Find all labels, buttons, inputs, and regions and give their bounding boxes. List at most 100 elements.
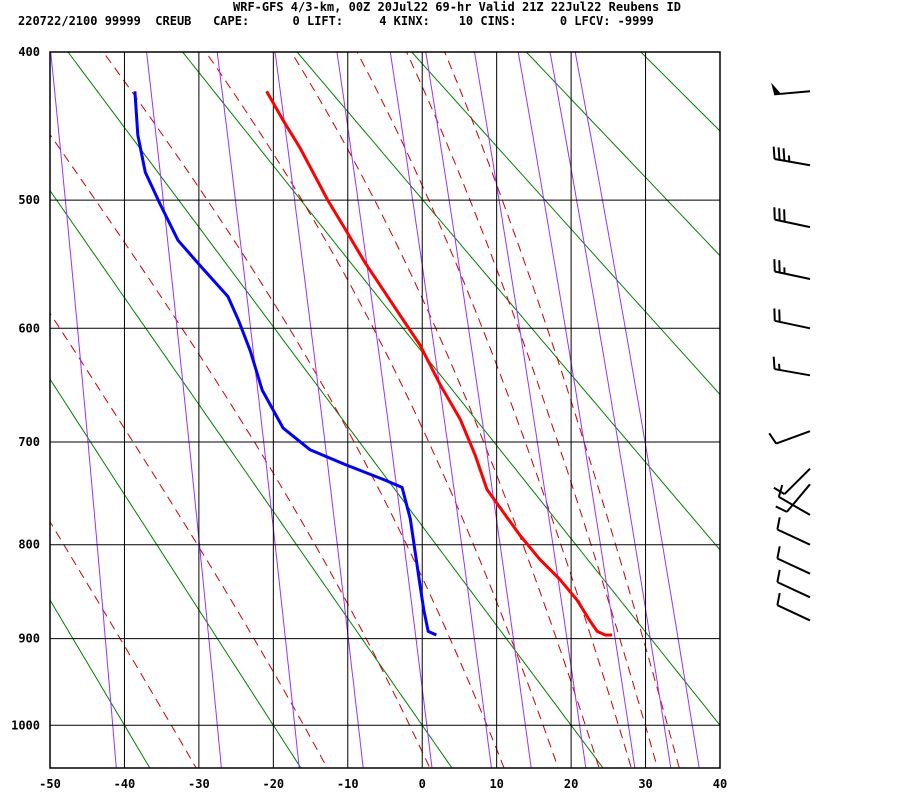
temperature-line — [265, 90, 613, 637]
moist-adiabat-line — [356, 52, 632, 768]
dry-adiabat-line — [0, 19, 2, 774]
moist-adiabat-line — [290, 52, 600, 768]
wind-barb — [776, 569, 811, 599]
barb-full — [782, 148, 786, 161]
y-tick-label: 1000 — [11, 718, 40, 732]
x-tick-label: 30 — [638, 777, 652, 791]
wind-barb — [773, 308, 811, 330]
dry-adiabat-line — [181, 52, 720, 727]
mixing-ratio-line — [473, 52, 587, 768]
background-lines — [0, 19, 900, 774]
barb-staff — [774, 368, 811, 377]
wind-barb — [777, 484, 811, 516]
barb-staff — [774, 319, 811, 330]
mixing-ratio-line — [146, 52, 222, 768]
moist-adiabat-line — [50, 520, 197, 768]
wind-barb — [771, 82, 811, 96]
profiles — [133, 90, 613, 637]
mixing-ratio-line — [336, 52, 433, 768]
x-tick-label: 10 — [489, 777, 503, 791]
barb-full — [776, 569, 781, 583]
chart-title: WRF-GFS 4/3-km, 00Z 20Jul22 69-hr Valid … — [233, 0, 681, 14]
x-tick-label: -50 — [39, 777, 61, 791]
barb-staff — [783, 467, 811, 495]
x-tick-label: -30 — [188, 777, 210, 791]
barb-full — [775, 505, 788, 513]
grid — [49, 51, 721, 768]
barb-staff — [774, 90, 811, 96]
x-tick-label: 0 — [419, 777, 426, 791]
y-tick-label: 800 — [18, 538, 40, 552]
dry-adiabat-line — [640, 52, 720, 132]
moist-adiabat-line — [50, 767, 51, 768]
barb-full — [772, 356, 776, 370]
barb-staff — [776, 557, 811, 575]
barb-full — [773, 486, 786, 495]
moist-adiabat-line — [405, 52, 659, 768]
barb-full — [768, 432, 777, 445]
barb-staff — [776, 528, 811, 546]
barb-staff — [774, 157, 811, 167]
barb-full — [777, 147, 781, 160]
moist-adiabat-line — [102, 52, 505, 768]
mixing-ratio-line — [425, 52, 532, 768]
barb-staff — [775, 430, 811, 445]
wind-barb — [776, 546, 811, 575]
wind-barb — [773, 467, 811, 495]
dry-adiabat-line — [296, 52, 720, 551]
barb-staff — [774, 270, 811, 280]
dry-adiabat-line — [525, 52, 720, 257]
barb-staff — [776, 581, 811, 599]
dewpoint-line — [133, 91, 438, 637]
mixing-ratio-line — [389, 52, 492, 768]
moist-adiabat-line — [444, 52, 680, 768]
barb-full — [772, 146, 776, 160]
sounding-stats: 220722/2100 99999 CREUB CAPE: 0 LIFT: 4 … — [18, 14, 654, 28]
barb-full — [776, 517, 781, 530]
x-tick-label: 40 — [713, 777, 727, 791]
moist-adiabat-line — [50, 133, 431, 768]
moist-adiabat-line — [205, 52, 559, 768]
barb-full — [776, 546, 781, 559]
barb-full — [777, 484, 784, 498]
x-tick-label: -20 — [262, 777, 284, 791]
y-tick-label: 500 — [18, 193, 40, 207]
tick-labels: -50 -40 -30 -20 -10 0 10 20 30 40 400 500 600 700 800 9… — [11, 45, 727, 791]
plot-frame — [49, 51, 721, 769]
wind-barb — [775, 483, 811, 513]
wind-barb — [772, 146, 811, 167]
wind-barb — [773, 207, 811, 229]
mixing-ratio-line — [50, 52, 117, 768]
x-tick-label: -40 — [114, 777, 136, 791]
wind-barb — [768, 430, 811, 445]
y-tick-label: 600 — [18, 321, 40, 335]
dry-adiabat-line — [50, 378, 302, 768]
barb-staff — [778, 496, 811, 516]
x-tick-label: 20 — [564, 777, 578, 791]
barb-staff — [774, 218, 811, 229]
y-tick-label: 700 — [18, 435, 40, 449]
mixing-ratio-line — [216, 52, 300, 768]
barb-staff — [776, 604, 811, 622]
wind-barb — [772, 356, 811, 377]
dry-adiabat-line — [50, 599, 151, 768]
dry-adiabat-line — [67, 52, 604, 768]
mixing-ratio-line — [517, 52, 636, 768]
barb-staff — [786, 483, 811, 513]
dry-adiabat-line — [50, 189, 453, 768]
mixing-ratio-line — [274, 52, 364, 768]
wind-barb — [773, 259, 811, 280]
dry-adiabat-line — [411, 52, 720, 396]
wind-barb — [776, 517, 811, 546]
wind-barb — [776, 592, 811, 622]
dry-adiabat-line — [721, 19, 900, 774]
barb-flag — [771, 82, 782, 95]
y-tick-label: 400 — [18, 45, 40, 59]
mixing-ratio-line — [549, 52, 672, 768]
y-tick-label: 900 — [18, 632, 40, 646]
mixing-ratio-line — [574, 52, 700, 768]
barb-full — [776, 592, 781, 606]
x-tick-label: -10 — [337, 777, 359, 791]
dry-adiabat-line — [834, 19, 900, 774]
